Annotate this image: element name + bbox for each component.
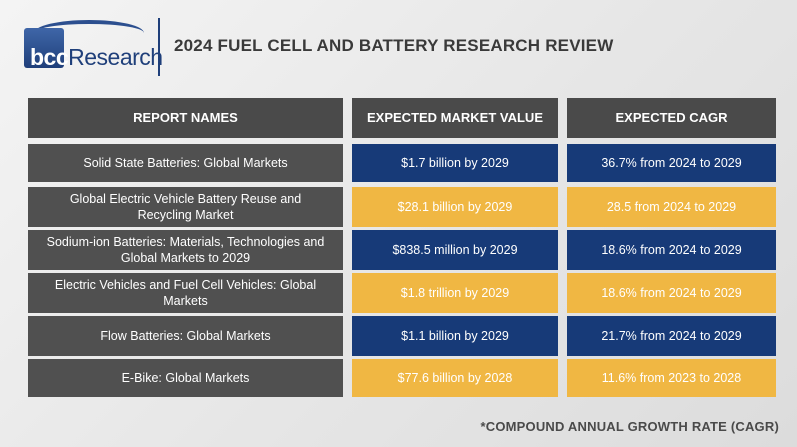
- cagr-value: 21.7% from 2024 to 2029: [567, 316, 776, 356]
- header-cagr: EXPECTED CAGR: [567, 98, 776, 138]
- report-name: Electric Vehicles and Fuel Cell Vehicles…: [28, 273, 343, 313]
- table-row: Flow Batteries: Global Markets $1.1 bill…: [28, 316, 776, 356]
- table-row: E-Bike: Global Markets $77.6 billion by …: [28, 359, 776, 397]
- report-name: Flow Batteries: Global Markets: [28, 316, 343, 356]
- report-name: Global Electric Vehicle Battery Reuse an…: [28, 187, 343, 227]
- header-report-names: REPORT NAMES: [28, 98, 343, 138]
- logo-text-rest: Research: [68, 44, 163, 70]
- bcc-research-logo[interactable]: bccResearch: [24, 20, 163, 72]
- page-title: 2024 FUEL CELL AND BATTERY RESEARCH REVI…: [174, 36, 614, 55]
- report-name: Sodium-ion Batteries: Materials, Technol…: [28, 230, 343, 270]
- table-row: Global Electric Vehicle Battery Reuse an…: [28, 187, 776, 227]
- market-value: $1.7 billion by 2029: [352, 144, 558, 182]
- market-value: $1.1 billion by 2029: [352, 316, 558, 356]
- market-value: $28.1 billion by 2029: [352, 187, 558, 227]
- header-divider: [158, 18, 160, 76]
- report-name: E-Bike: Global Markets: [28, 359, 343, 397]
- cagr-value: 11.6% from 2023 to 2028: [567, 359, 776, 397]
- logo-text: bccResearch: [30, 44, 163, 71]
- cagr-value: 28.5 from 2024 to 2029: [567, 187, 776, 227]
- table-row: Sodium-ion Batteries: Materials, Technol…: [28, 230, 776, 270]
- cagr-value: 18.6% from 2024 to 2029: [567, 273, 776, 313]
- table-row: Solid State Batteries: Global Markets $1…: [28, 144, 776, 182]
- table-row: Electric Vehicles and Fuel Cell Vehicles…: [28, 273, 776, 313]
- header: bccResearch 2024 FUEL CELL AND BATTERY R…: [0, 0, 797, 88]
- logo-swoosh-icon: [34, 20, 144, 46]
- market-value: $838.5 million by 2029: [352, 230, 558, 270]
- header-market-value: EXPECTED MARKET VALUE: [352, 98, 558, 138]
- cagr-value: 18.6% from 2024 to 2029: [567, 230, 776, 270]
- table-header-row: REPORT NAMES EXPECTED MARKET VALUE EXPEC…: [28, 98, 776, 138]
- market-value: $1.8 trillion by 2029: [352, 273, 558, 313]
- market-value: $77.6 billion by 2028: [352, 359, 558, 397]
- logo-mark-icon: [24, 28, 64, 68]
- report-name: Solid State Batteries: Global Markets: [28, 144, 343, 182]
- footnote: *COMPOUND ANNUAL GROWTH RATE (CAGR): [480, 419, 779, 434]
- cagr-value: 36.7% from 2024 to 2029: [567, 144, 776, 182]
- logo-text-bold: bcc: [30, 44, 69, 70]
